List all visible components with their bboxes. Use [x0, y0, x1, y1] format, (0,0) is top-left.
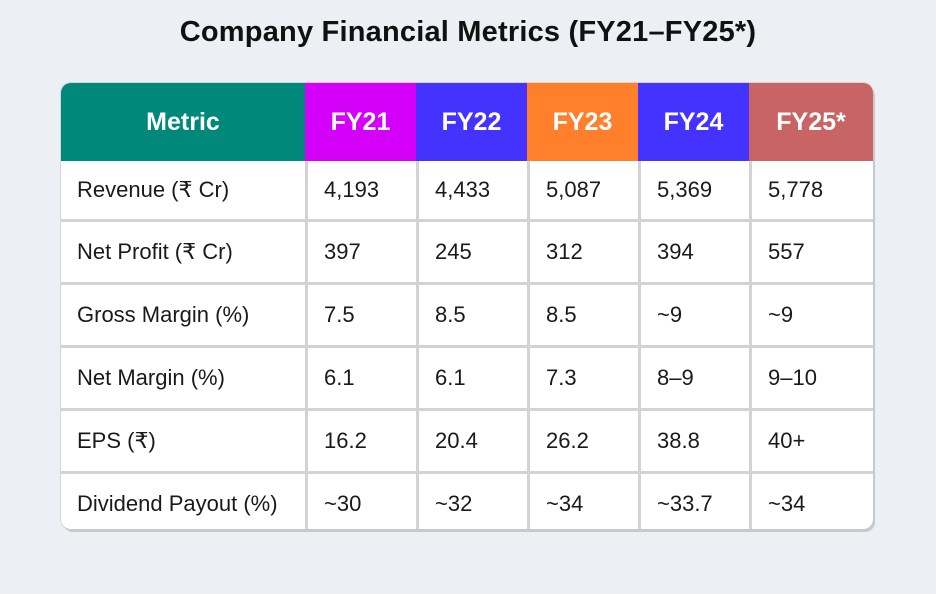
- table-row: Gross Margin (%) 7.5 8.5 8.5 ~9 ~9: [61, 282, 873, 345]
- value-cell: 20.4: [416, 408, 527, 471]
- value-cell: 6.1: [305, 345, 416, 408]
- table-row: Dividend Payout (%) ~30 ~32 ~34 ~33.7 ~34: [61, 471, 873, 529]
- metric-label-cell: Revenue (₹ Cr): [61, 161, 305, 219]
- value-cell: 16.2: [305, 408, 416, 471]
- value-cell: 5,369: [638, 161, 749, 219]
- table-row: Net Profit (₹ Cr) 397 245 312 394 557: [61, 219, 873, 282]
- value-cell: 8.5: [416, 282, 527, 345]
- chart-title: Company Financial Metrics (FY21–FY25*): [179, 16, 757, 48]
- value-cell: 8.5: [527, 282, 638, 345]
- metric-label-cell: EPS (₹): [61, 408, 305, 471]
- value-cell: 26.2: [527, 408, 638, 471]
- metric-label-cell: Gross Margin (%): [61, 282, 305, 345]
- table-row: Revenue (₹ Cr) 4,193 4,433 5,087 5,369 5,778: [61, 161, 873, 219]
- value-cell: 397: [305, 219, 416, 282]
- value-cell: 40+: [749, 408, 873, 471]
- header-cell-metric: Metric: [61, 83, 305, 161]
- value-cell: 7.3: [527, 345, 638, 408]
- table-row: EPS (₹) 16.2 20.4 26.2 38.8 40+: [61, 408, 873, 471]
- value-cell: ~33.7: [638, 471, 749, 529]
- value-cell: 245: [416, 219, 527, 282]
- header-cell-fy24: FY24: [638, 83, 749, 161]
- financial-metrics-table: Metric FY21 FY22 FY23 FY24 FY25* Revenue…: [61, 83, 873, 529]
- value-cell: 394: [638, 219, 749, 282]
- value-cell: 38.8: [638, 408, 749, 471]
- value-cell: ~9: [749, 282, 873, 345]
- value-cell: 7.5: [305, 282, 416, 345]
- value-cell: ~9: [638, 282, 749, 345]
- value-cell: 8–9: [638, 345, 749, 408]
- header-cell-fy21: FY21: [305, 83, 416, 161]
- value-cell: ~34: [527, 471, 638, 529]
- metric-label-cell: Net Margin (%): [61, 345, 305, 408]
- table-body: Revenue (₹ Cr) 4,193 4,433 5,087 5,369 5,778 N…: [61, 161, 873, 529]
- value-cell: ~32: [416, 471, 527, 529]
- value-cell: 557: [749, 219, 873, 282]
- table-card: Metric FY21 FY22 FY23 FY24 FY25* Revenue…: [61, 83, 873, 529]
- value-cell: 6.1: [416, 345, 527, 408]
- value-cell: 4,433: [416, 161, 527, 219]
- value-cell: ~30: [305, 471, 416, 529]
- value-cell: 5,087: [527, 161, 638, 219]
- metric-label-cell: Net Profit (₹ Cr): [61, 219, 305, 282]
- header-cell-fy22: FY22: [416, 83, 527, 161]
- value-cell: 312: [527, 219, 638, 282]
- header-row: Metric FY21 FY22 FY23 FY24 FY25*: [61, 83, 873, 161]
- value-cell: ~34: [749, 471, 873, 529]
- header-cell-fy25: FY25*: [749, 83, 873, 161]
- metric-label-cell: Dividend Payout (%): [61, 471, 305, 529]
- value-cell: 9–10: [749, 345, 873, 408]
- value-cell: 5,778: [749, 161, 873, 219]
- table-row: Net Margin (%) 6.1 6.1 7.3 8–9 9–10: [61, 345, 873, 408]
- header-cell-fy23: FY23: [527, 83, 638, 161]
- value-cell: 4,193: [305, 161, 416, 219]
